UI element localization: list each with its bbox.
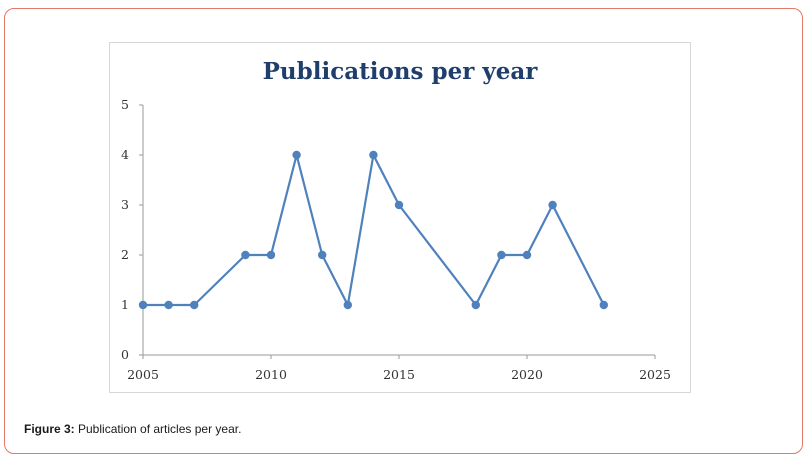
series-line xyxy=(143,153,605,307)
data-point xyxy=(497,250,506,260)
chart-area xyxy=(109,42,691,393)
data-point xyxy=(548,200,557,210)
caption-text: Publication of articles per year. xyxy=(74,422,242,436)
data-point xyxy=(369,150,378,160)
x-tick-label: 2010 xyxy=(255,367,287,382)
data-point xyxy=(522,250,532,260)
data-point xyxy=(266,250,276,260)
caption-label: Figure 3: xyxy=(24,422,75,436)
y-tick-label: 3 xyxy=(121,197,129,212)
x-tick-label: 2015 xyxy=(383,367,415,382)
data-point xyxy=(164,300,173,310)
data-point xyxy=(343,300,352,310)
y-tick-label: 2 xyxy=(121,247,129,262)
data-point xyxy=(471,300,480,310)
data-point xyxy=(138,300,148,310)
y-tick-label: 1 xyxy=(121,297,129,312)
data-point xyxy=(318,250,327,260)
x-tick-label: 2025 xyxy=(639,367,671,382)
axes: 0 1 2 3 4 5 2005 2010 2015 2020 2025 xyxy=(121,97,671,382)
y-tick-label: 0 xyxy=(121,347,129,362)
x-tick-label: 2020 xyxy=(511,367,543,382)
data-point xyxy=(599,300,608,310)
data-point xyxy=(190,300,199,310)
y-tick-label: 5 xyxy=(121,97,129,112)
data-point xyxy=(394,200,404,210)
figure-caption: Figure 3: Publication of articles per ye… xyxy=(24,422,241,436)
chart-title: Publications per year xyxy=(263,58,539,85)
y-tick-label: 4 xyxy=(121,147,129,162)
data-point xyxy=(292,150,301,160)
x-tick-label: 2005 xyxy=(127,367,159,382)
data-point xyxy=(241,250,250,260)
series-group xyxy=(138,150,608,310)
